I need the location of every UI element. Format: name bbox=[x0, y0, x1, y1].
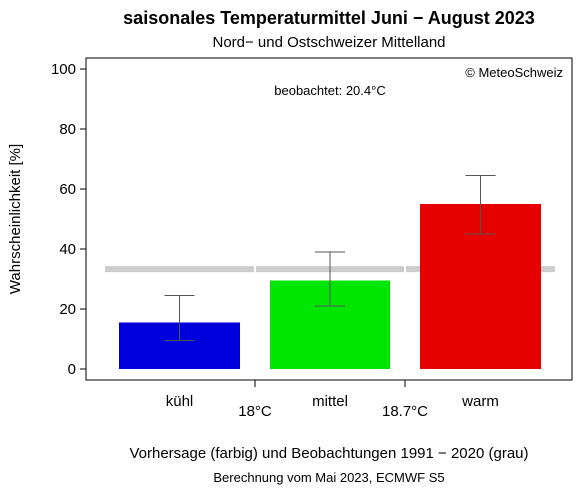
y-axis-label: Wahrscheinlichkeit [%] bbox=[7, 144, 24, 294]
x-axis: kühl mittel warm 18°C 18.7°C bbox=[166, 380, 499, 420]
y-tick-label: 80 bbox=[59, 121, 76, 138]
copyright-label: © MeteoSchweiz bbox=[465, 65, 563, 80]
x-axis-label: Vorhersage (farbig) und Beobachtungen 19… bbox=[129, 445, 528, 462]
y-axis: 0 20 40 60 80 100 bbox=[51, 61, 87, 378]
chart-title: saisonales Temperaturmittel Juni − Augus… bbox=[123, 8, 535, 28]
observed-annotation: beobachtet: 20.4°C bbox=[274, 83, 385, 98]
threshold-label: 18°C bbox=[238, 403, 272, 420]
x-category-label: mittel bbox=[312, 393, 348, 410]
threshold-label: 18.7°C bbox=[382, 403, 428, 420]
chart-subtitle: Nord− und Ostschweizer Mittelland bbox=[212, 34, 445, 51]
x-category-label: kühl bbox=[166, 393, 194, 410]
y-tick-label: 100 bbox=[51, 61, 76, 78]
y-tick-label: 60 bbox=[59, 181, 76, 198]
footnote: Berechnung vom Mai 2023, ECMWF S5 bbox=[213, 470, 444, 485]
y-tick-label: 20 bbox=[59, 301, 76, 318]
y-tick-label: 0 bbox=[68, 361, 76, 378]
y-tick-label: 40 bbox=[59, 241, 76, 258]
error-bars bbox=[164, 175, 496, 341]
x-category-label: warm bbox=[461, 393, 499, 410]
